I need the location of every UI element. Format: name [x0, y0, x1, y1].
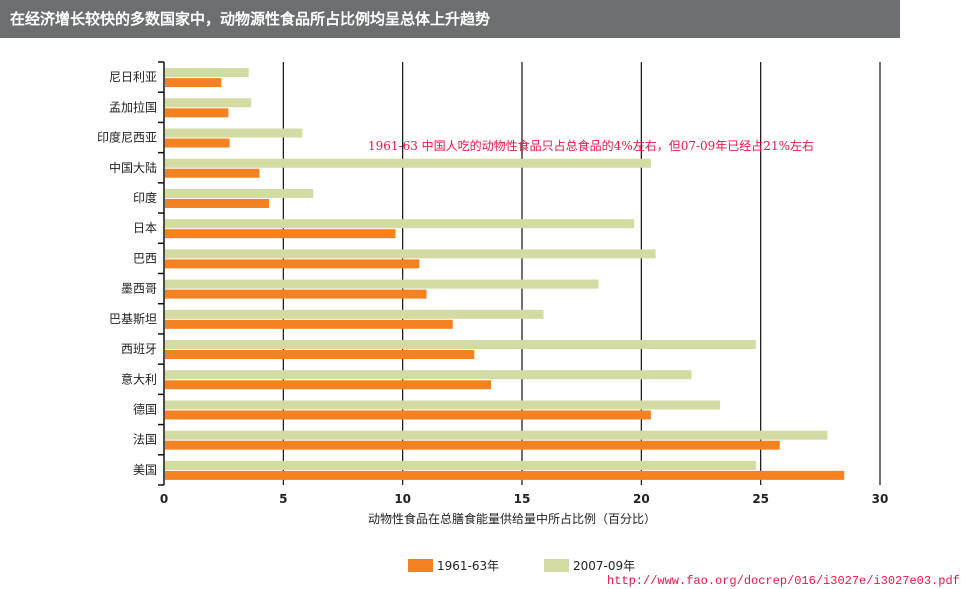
- bar-1961-63: [165, 440, 780, 450]
- bar-2007-09: [165, 188, 314, 198]
- y-category-label: 法国: [133, 433, 157, 447]
- bar-2007-09: [165, 340, 756, 350]
- bar-1961-63: [165, 259, 420, 269]
- bar-2007-09: [165, 400, 721, 410]
- source-link[interactable]: http://www.fao.org/docrep/016/i3027e/i30…: [607, 574, 960, 588]
- bar-2007-09: [165, 430, 828, 440]
- bar-2007-09: [165, 219, 635, 229]
- bar-1961-63: [165, 168, 260, 178]
- bar-1961-63: [165, 198, 270, 208]
- page-title: 在经济增长较快的多数国家中，动物源性食品所占比例均呈总体上升趋势: [10, 10, 491, 28]
- bar-2007-09: [165, 370, 692, 380]
- legend-swatch-2007: [544, 559, 569, 572]
- x-tick-label: 15: [514, 492, 531, 506]
- title-bar: 在经济增长较快的多数国家中，动物源性食品所占比例均呈总体上升趋势: [0, 0, 900, 38]
- y-category-label: 中国大陆: [109, 160, 157, 175]
- x-tick-label: 25: [752, 492, 769, 506]
- x-tick-label: 30: [872, 492, 889, 506]
- y-category-label: 墨西哥: [121, 282, 157, 296]
- y-category-label: 日本: [133, 221, 157, 235]
- legend-item-2007: 2007-09年: [544, 557, 635, 574]
- legend-item-1961: 1961-63年: [408, 557, 499, 574]
- bar-1961-63: [165, 410, 651, 420]
- y-category-label: 印度: [133, 190, 157, 205]
- bar-2007-09: [165, 158, 651, 168]
- bar-2007-09: [165, 279, 599, 289]
- y-category-label: 尼日利亚: [109, 70, 157, 84]
- x-axis-label: 动物性食品在总膳食能量供给量中所占比例（百分比）: [368, 511, 656, 526]
- y-category-label: 美国: [133, 463, 157, 477]
- annotation: 1961-63 中国人吃的动物性食品只占总食品的4%左右，但07-09年已经占2…: [368, 139, 814, 153]
- bar-2007-09: [165, 249, 656, 259]
- bar-1961-63: [165, 108, 229, 118]
- bar-1961-63: [165, 319, 453, 329]
- legend-label-1961: 1961-63年: [437, 559, 500, 573]
- bar-1961-63: [165, 78, 222, 88]
- y-category-label: 巴西: [133, 251, 157, 265]
- y-category-label: 印度尼西亚: [97, 130, 157, 145]
- bar-2007-09: [165, 98, 252, 108]
- bar-2007-09: [165, 128, 303, 138]
- bar-2007-09: [165, 460, 756, 470]
- x-tick-label: 0: [160, 492, 168, 506]
- bar-1961-63: [165, 138, 230, 148]
- y-category-label: 德国: [133, 401, 157, 416]
- bar-1961-63: [165, 229, 396, 239]
- bar-2007-09: [165, 309, 544, 319]
- x-tick-label: 5: [279, 492, 287, 506]
- y-category-label: 意大利: [121, 371, 157, 386]
- y-category-label: 巴基斯坦: [109, 312, 157, 326]
- bar-1961-63: [165, 350, 475, 360]
- bar-1961-63: [165, 289, 427, 299]
- y-category-label: 孟加拉国: [109, 99, 157, 114]
- bar-2007-09: [165, 68, 249, 78]
- legend-swatch-1961: [408, 559, 433, 572]
- x-tick-label: 10: [394, 492, 411, 506]
- bar-1961-63: [165, 380, 491, 390]
- legend-label-2007: 2007-09年: [573, 559, 636, 573]
- bar-1961-63: [165, 470, 845, 480]
- y-category-label: 西班牙: [121, 342, 157, 356]
- x-tick-label: 20: [633, 492, 650, 506]
